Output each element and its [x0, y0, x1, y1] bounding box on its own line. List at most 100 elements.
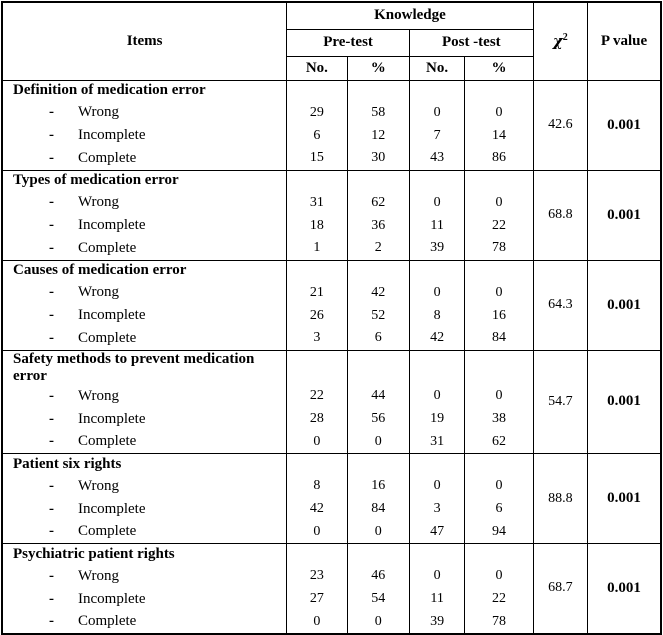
- row-label: Complete: [78, 523, 137, 540]
- pre-test-no: 0: [286, 610, 348, 634]
- pre-test-no: 21: [286, 281, 348, 304]
- table-row: - Complete 0 0 47 94: [1, 520, 661, 544]
- p-value: 0.001: [587, 453, 662, 544]
- row-label: Complete: [78, 433, 137, 450]
- pre-test-no: 26: [286, 304, 348, 327]
- pre-test-pct: 30: [346, 147, 410, 170]
- column-header-items: Items: [1, 1, 288, 81]
- post-test-no: 42: [408, 327, 466, 350]
- bullet-dash: -: [49, 433, 54, 450]
- pre-test-pct: 36: [346, 214, 410, 237]
- post-test-no: 8: [408, 304, 466, 327]
- table-row: - Wrong 8 16 0 0: [1, 474, 661, 498]
- empty-cell: [346, 169, 410, 191]
- pre-test-pct: 0: [346, 610, 410, 634]
- chi-exponent: 2: [562, 31, 568, 43]
- bullet-dash: -: [49, 239, 54, 256]
- pre-test-no: 22: [286, 384, 348, 408]
- post-test-pct: 62: [464, 430, 534, 454]
- bullet-dash: -: [49, 500, 54, 517]
- empty-cell: [408, 453, 466, 475]
- section-title-row: Definition of medication error 42.6 0.00…: [1, 79, 662, 170]
- pre-test-pct: 2: [346, 237, 410, 260]
- post-test-pct: 0: [464, 101, 534, 124]
- column-header-knowledge: Knowledge: [286, 1, 534, 30]
- section-title: Types of medication error: [13, 172, 179, 189]
- post-test-no: 39: [408, 237, 466, 260]
- pre-test-no: 8: [286, 474, 348, 498]
- empty-cell: [408, 259, 466, 281]
- section-title: Patient six rights: [13, 455, 122, 472]
- row-label: Incomplete: [78, 590, 146, 607]
- row-label: Incomplete: [78, 127, 146, 143]
- empty-cell: [464, 79, 534, 101]
- row-label: Complete: [78, 239, 137, 256]
- table-row: - Incomplete 26 52 8 16: [1, 304, 661, 327]
- header-row-2: Pre-test Post -test: [2, 28, 661, 57]
- section-title: Definition of medication error: [13, 82, 206, 99]
- header-row-3: No. % No. %: [2, 55, 661, 81]
- table-row: - Incomplete 18 36 11 22: [1, 214, 661, 237]
- post-test-pct: 0: [464, 564, 534, 588]
- post-test-pct: 0: [464, 384, 534, 408]
- bullet-dash: -: [49, 104, 54, 120]
- empty-cell: [464, 169, 534, 191]
- row-label: Wrong: [78, 104, 120, 120]
- bullet-dash: -: [49, 307, 54, 323]
- pre-test-no: 27: [286, 587, 348, 611]
- post-test-pct: 0: [464, 281, 534, 304]
- bullet-dash: -: [49, 149, 54, 166]
- post-test-pct: 78: [464, 237, 534, 260]
- row-label: Complete: [78, 329, 137, 346]
- row-label: Wrong: [78, 194, 120, 210]
- post-test-pct: 38: [464, 407, 534, 431]
- empty-cell: [408, 349, 466, 385]
- section-title-row: Patient six rights 88.8 0.001: [1, 453, 662, 544]
- chi-square-value: 68.7: [532, 543, 589, 634]
- post-test-no: 0: [408, 384, 466, 408]
- post-test-no: 47: [408, 520, 466, 544]
- row-label: Complete: [78, 613, 137, 629]
- empty-cell: [346, 259, 410, 281]
- empty-cell: [346, 349, 410, 385]
- pre-test-no: 1: [286, 237, 348, 260]
- empty-cell: [464, 453, 534, 475]
- post-test-pct: 78: [464, 610, 534, 634]
- section-title-row: Types of medication error 68.8 0.001: [1, 169, 662, 260]
- empty-cell: [464, 259, 534, 281]
- pre-test-pct: 84: [346, 497, 410, 521]
- pre-test-pct: 0: [346, 430, 410, 454]
- bullet-dash: -: [49, 194, 54, 210]
- bullet-dash: -: [49, 387, 54, 404]
- column-header-post-pct: %: [464, 55, 534, 81]
- section-title-row: Causes of medication error 64.3 0.001: [1, 259, 662, 350]
- pre-test-pct: 12: [346, 124, 410, 147]
- empty-cell: [346, 453, 410, 475]
- column-header-p-value: P value: [587, 1, 662, 81]
- table-row: - Wrong 31 62 0 0: [1, 191, 661, 214]
- section-title-row: Psychiatric patient rights 68.7 0.001: [1, 543, 662, 634]
- empty-cell: [408, 543, 466, 565]
- pre-test-no: 0: [286, 520, 348, 544]
- pre-test-pct: 46: [346, 564, 410, 588]
- table-row: - Wrong 23 46 0 0: [1, 564, 661, 588]
- post-test-no: 0: [408, 191, 466, 214]
- pre-test-pct: 44: [346, 384, 410, 408]
- pre-test-pct: 58: [346, 101, 410, 124]
- post-test-pct: 22: [464, 214, 534, 237]
- row-label: Incomplete: [78, 307, 146, 323]
- table-row: - Complete 3 6 42 84: [1, 327, 661, 350]
- pre-test-no: 6: [286, 124, 348, 147]
- bullet-dash: -: [49, 329, 54, 346]
- pre-test-pct: 0: [346, 520, 410, 544]
- p-value: 0.001: [587, 79, 662, 170]
- table-row: - Incomplete 27 54 11 22: [1, 587, 661, 611]
- row-label: Incomplete: [78, 410, 146, 427]
- post-test-no: 0: [408, 281, 466, 304]
- column-header-pre-test: Pre-test: [286, 28, 410, 57]
- table-row: - Complete 15 30 43 86: [1, 147, 661, 170]
- row-label: Wrong: [78, 477, 120, 494]
- table-row: - Complete 0 0 31 62: [1, 430, 661, 454]
